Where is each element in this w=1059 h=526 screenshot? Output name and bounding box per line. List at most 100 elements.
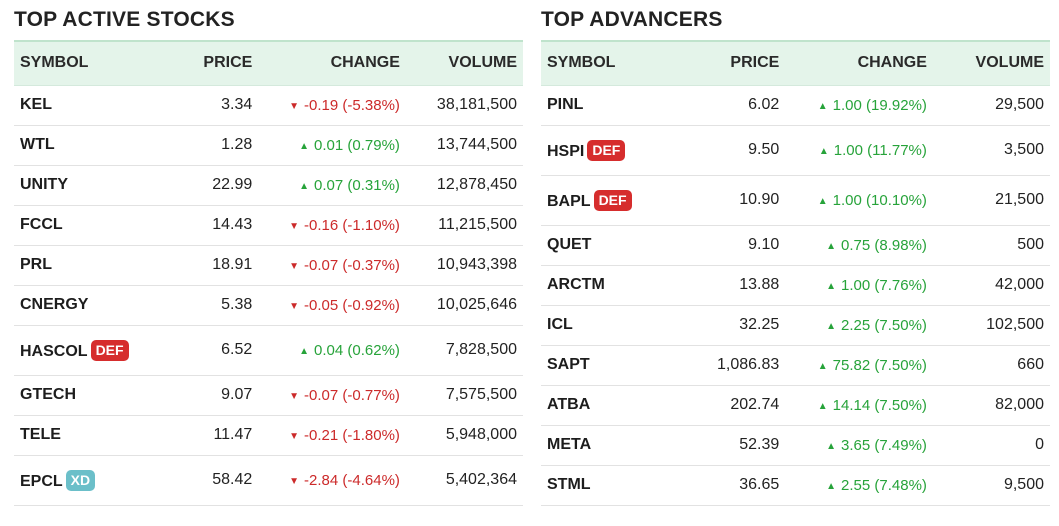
- table-row[interactable]: ATBA 202.74 ▲ 14.14 (7.50%) 82,000: [541, 385, 1050, 426]
- price-cell: 3.34: [166, 85, 259, 126]
- table-row[interactable]: WTL 1.28 ▲ 0.01 (0.79%) 13,744,500: [14, 125, 523, 166]
- change-value: 1.00 (11.77%): [833, 141, 927, 159]
- symbol-link[interactable]: ATBA: [547, 396, 591, 413]
- symbol-link[interactable]: PINL: [547, 96, 584, 113]
- price-column-header[interactable]: PRICE: [166, 40, 259, 86]
- price-cell: 11.47: [166, 415, 259, 456]
- change-value: 0.04 (0.62%): [314, 341, 400, 359]
- change-cell: ▲ 3.65 (7.49%): [785, 425, 933, 466]
- symbol-cell: EPCL XD: [14, 455, 167, 506]
- volume-cell: 660: [932, 345, 1050, 386]
- symbol-link[interactable]: PRL: [20, 256, 52, 273]
- triangle-up-icon: ▲: [826, 240, 837, 252]
- table-row[interactable]: PRL 18.91 ▼ -0.07 (-0.37%) 10,943,398: [14, 245, 523, 286]
- symbol-link[interactable]: HASCOL: [20, 342, 88, 360]
- symbol-cell: KEL: [14, 85, 167, 126]
- table-row[interactable]: CNERGY 5.38 ▼ -0.05 (-0.92%) 10,025,646: [14, 285, 523, 326]
- table-row[interactable]: HASCOL DEF 6.52 ▲ 0.04 (0.62%) 7,828,500: [14, 325, 523, 376]
- table-row[interactable]: META 52.39 ▲ 3.65 (7.49%) 0: [541, 425, 1050, 466]
- triangle-up-icon: ▲: [299, 180, 310, 192]
- table-row[interactable]: PINL 6.02 ▲ 1.00 (19.92%) 29,500: [541, 85, 1050, 126]
- symbol-link[interactable]: ARCTM: [547, 276, 605, 293]
- change-value: -2.84 (-4.64%): [304, 471, 400, 489]
- table-row[interactable]: KEL 3.34 ▼ -0.19 (-5.38%) 38,181,500: [14, 85, 523, 126]
- table-row[interactable]: ARCTM 13.88 ▲ 1.00 (7.76%) 42,000: [541, 265, 1050, 306]
- table-row[interactable]: ICL 32.25 ▲ 2.25 (7.50%) 102,500: [541, 305, 1050, 346]
- change-cell: ▼ -0.05 (-0.92%): [258, 285, 406, 326]
- volume-column-header[interactable]: VOLUME: [405, 40, 523, 86]
- price-cell: 52.39: [693, 425, 786, 466]
- volume-cell: 0: [932, 425, 1050, 466]
- change-value: 1.00 (7.76%): [841, 276, 927, 294]
- triangle-down-icon: ▼: [289, 475, 300, 487]
- volume-cell: 29,500: [932, 85, 1050, 126]
- symbol-column-header[interactable]: SYMBOL: [14, 40, 167, 86]
- triangle-up-icon: ▲: [818, 145, 829, 157]
- table-row[interactable]: FCCL 14.43 ▼ -0.16 (-1.10%) 11,215,500: [14, 205, 523, 246]
- symbol-link[interactable]: CNERGY: [20, 296, 89, 313]
- symbol-link[interactable]: EPCL: [20, 472, 63, 490]
- panel-title: TOP ACTIVE STOCKS: [14, 8, 235, 31]
- triangle-up-icon: ▲: [817, 100, 828, 112]
- price-cell: 22.99: [166, 165, 259, 206]
- triangle-up-icon: ▲: [299, 345, 310, 357]
- table-row[interactable]: GTECH 9.07 ▼ -0.07 (-0.77%) 7,575,500: [14, 375, 523, 416]
- change-value: -0.05 (-0.92%): [304, 296, 400, 314]
- price-cell: 1,086.83: [693, 345, 786, 386]
- symbol-link[interactable]: ICL: [547, 316, 573, 333]
- price-column-header[interactable]: PRICE: [693, 40, 786, 86]
- symbol-link[interactable]: BAPL: [547, 192, 591, 210]
- price-cell: 5.38: [166, 285, 259, 326]
- top-advancers-table: SYMBOL PRICE CHANGE VOLUME PINL 6.02 ▲ 1.00…: [541, 40, 1050, 506]
- symbol-cell: WTL: [14, 125, 167, 166]
- volume-column-header[interactable]: VOLUME: [932, 40, 1050, 86]
- change-cell: ▲ 0.01 (0.79%): [258, 125, 406, 166]
- volume-cell: 5,402,364: [405, 455, 523, 506]
- symbol-link[interactable]: GTECH: [20, 386, 76, 403]
- symbol-link[interactable]: META: [547, 436, 592, 453]
- table-row[interactable]: HSPI DEF 9.50 ▲ 1.00 (11.77%) 3,500: [541, 125, 1050, 176]
- symbol-link[interactable]: WTL: [20, 136, 55, 153]
- table-row[interactable]: SAPT 1,086.83 ▲ 75.82 (7.50%) 660: [541, 345, 1050, 386]
- table-body: PINL 6.02 ▲ 1.00 (19.92%) 29,500 HSPI DEF 9.50 ▲…: [541, 85, 1050, 506]
- symbol-link[interactable]: QUET: [547, 236, 592, 253]
- symbol-cell: PRL: [14, 245, 167, 286]
- change-cell: ▲ 0.07 (0.31%): [258, 165, 406, 206]
- def-badge: DEF: [587, 139, 626, 161]
- change-cell: ▲ 2.55 (7.48%): [785, 465, 933, 506]
- price-cell: 6.02: [693, 85, 786, 126]
- table-row[interactable]: TELE 11.47 ▼ -0.21 (-1.80%) 5,948,000: [14, 415, 523, 456]
- symbol-link[interactable]: HSPI: [547, 142, 585, 160]
- symbol-column-header[interactable]: SYMBOL: [541, 40, 694, 86]
- change-value: 2.55 (7.48%): [841, 476, 927, 494]
- symbol-link[interactable]: STML: [547, 476, 591, 493]
- symbol-link[interactable]: TELE: [20, 426, 61, 443]
- table-row[interactable]: QUET 9.10 ▲ 0.75 (8.98%) 500: [541, 225, 1050, 266]
- triangle-down-icon: ▼: [289, 300, 300, 312]
- triangle-up-icon: ▲: [826, 480, 837, 492]
- change-value: 75.82 (7.50%): [832, 356, 927, 374]
- volume-cell: 11,215,500: [405, 205, 523, 246]
- change-value: -0.07 (-0.77%): [304, 386, 400, 404]
- table-row[interactable]: UNITY 22.99 ▲ 0.07 (0.31%) 12,878,450: [14, 165, 523, 206]
- change-cell: ▼ -0.07 (-0.37%): [258, 245, 406, 286]
- table-row[interactable]: EPCL XD 58.42 ▼ -2.84 (-4.64%) 5,402,364: [14, 455, 523, 506]
- change-column-header[interactable]: CHANGE: [785, 40, 933, 86]
- symbol-link[interactable]: SAPT: [547, 356, 590, 373]
- change-cell: ▲ 0.04 (0.62%): [258, 325, 406, 376]
- triangle-up-icon: ▲: [826, 320, 837, 332]
- table-row[interactable]: STML 36.65 ▲ 2.55 (7.48%) 9,500: [541, 465, 1050, 506]
- price-cell: 1.28: [166, 125, 259, 166]
- table-row[interactable]: BAPL DEF 10.90 ▲ 1.00 (10.10%) 21,500: [541, 175, 1050, 226]
- volume-cell: 10,025,646: [405, 285, 523, 326]
- change-value: 14.14 (7.50%): [832, 396, 927, 414]
- change-cell: ▲ 14.14 (7.50%): [785, 385, 933, 426]
- triangle-up-icon: ▲: [817, 195, 828, 207]
- price-cell: 13.88: [693, 265, 786, 306]
- volume-cell: 9,500: [932, 465, 1050, 506]
- symbol-link[interactable]: KEL: [20, 96, 52, 113]
- change-column-header[interactable]: CHANGE: [258, 40, 406, 86]
- symbol-link[interactable]: UNITY: [20, 176, 68, 193]
- symbol-link[interactable]: FCCL: [20, 216, 63, 233]
- table-header-row: SYMBOL PRICE CHANGE VOLUME: [14, 40, 523, 86]
